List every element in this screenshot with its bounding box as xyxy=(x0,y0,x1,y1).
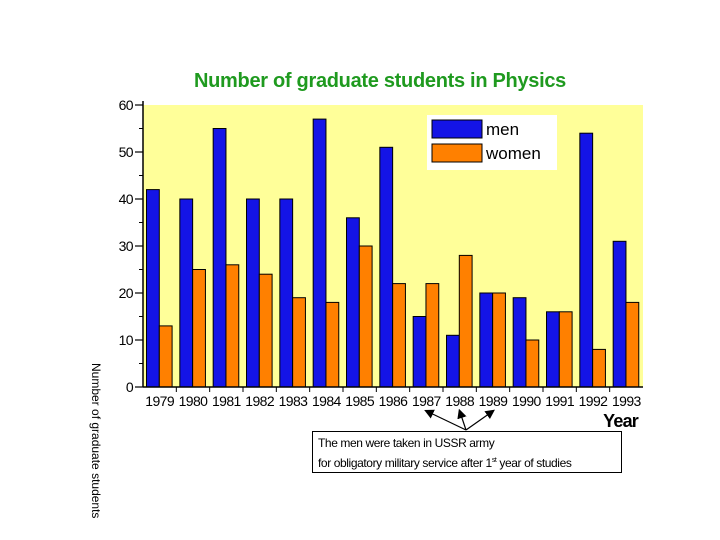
bar-women-1992 xyxy=(592,348,606,388)
x-tick-label-1987: 1987 xyxy=(412,393,442,409)
bar-women-1983 xyxy=(292,297,306,388)
bar-women-1986 xyxy=(392,283,406,388)
annotation-arrow-1988 xyxy=(457,408,467,431)
bar-men-1980 xyxy=(179,198,194,388)
x-tick-label-1988: 1988 xyxy=(445,393,475,409)
bar-women-1987 xyxy=(425,283,440,388)
bar-men-1990 xyxy=(512,297,527,388)
y-tick-label-10: 10 xyxy=(119,332,134,348)
y-tick-label-60: 60 xyxy=(119,97,134,113)
y-tick-label-20: 20 xyxy=(119,285,134,301)
x-tick-label-1990: 1990 xyxy=(512,393,542,409)
x-tick-label-1991: 1991 xyxy=(545,393,575,409)
bar-men-1982 xyxy=(246,198,260,388)
annotation-line-1: The men were taken in USSR army xyxy=(318,436,495,450)
annotation-arrow-1987 xyxy=(424,409,467,431)
x-tick-label-1980: 1980 xyxy=(179,393,209,409)
bar-men-1989 xyxy=(479,292,494,388)
bar-women-1985 xyxy=(358,245,373,388)
annotation-arrows xyxy=(424,408,495,431)
x-tick-label-1993: 1993 xyxy=(612,393,642,409)
bar-women-1982 xyxy=(258,273,273,388)
legend: men women xyxy=(427,115,557,170)
annotation-line-2: for obligatory military service after 1s… xyxy=(318,452,621,472)
bar-men-1984 xyxy=(312,118,327,388)
bar-women-1990 xyxy=(525,339,540,388)
bar-women-1984 xyxy=(325,301,340,388)
x-axis-label: Year xyxy=(603,411,639,431)
x-tick-label-1992: 1992 xyxy=(579,393,609,409)
bar-men-1985 xyxy=(346,217,360,388)
bar-women-1979 xyxy=(158,325,173,388)
bar-men-1979 xyxy=(146,189,160,388)
y-axis-label: Number of graduate students xyxy=(89,363,103,518)
x-tick-label-1983: 1983 xyxy=(279,393,309,409)
legend-label-men: men xyxy=(486,120,519,139)
annotation-line-2-pre: for obligatory military service after 1 xyxy=(318,456,492,470)
x-tick-label-1989: 1989 xyxy=(479,393,509,409)
bar-men-1992 xyxy=(579,132,594,388)
annotation-arrow-1989 xyxy=(465,409,495,431)
legend-label-women: women xyxy=(485,144,541,163)
x-tick-label-1979: 1979 xyxy=(145,393,175,409)
bar-women-1988 xyxy=(458,254,473,388)
x-tick-label-1982: 1982 xyxy=(245,393,275,409)
bar-women-1981 xyxy=(225,264,240,388)
y-tick-label-40: 40 xyxy=(119,191,134,207)
x-tick-label-1984: 1984 xyxy=(312,393,342,409)
annotation-line-2-post: year of studies xyxy=(496,456,572,470)
y-tick-label-50: 50 xyxy=(119,144,134,160)
y-tick-label-30: 30 xyxy=(119,238,134,254)
bar-men-1987 xyxy=(412,316,427,388)
bar-men-1981 xyxy=(212,128,227,388)
bar-women-1993 xyxy=(625,301,640,388)
x-tick-label-1981: 1981 xyxy=(212,393,242,409)
y-tick-label-0: 0 xyxy=(126,379,134,395)
bar-women-1991 xyxy=(558,311,573,388)
x-tick-label-1986: 1986 xyxy=(379,393,409,409)
bar-men-1988 xyxy=(446,334,460,388)
bar-men-1986 xyxy=(379,146,394,388)
bar-women-1980 xyxy=(192,269,206,388)
annotation-line-2-sup: st xyxy=(491,457,497,464)
chart-title: Number of graduate students in Physics xyxy=(193,70,566,92)
legend-swatch-women xyxy=(431,143,483,163)
x-tick-label-1985: 1985 xyxy=(345,393,375,409)
bars-group xyxy=(146,118,640,388)
bar-men-1991 xyxy=(546,311,560,388)
bar-men-1993 xyxy=(612,240,627,388)
bar-men-1983 xyxy=(279,198,294,388)
legend-swatch-men xyxy=(431,119,483,139)
bar-women-1989 xyxy=(492,292,506,388)
annotation-box: The men were taken in USSR army for obli… xyxy=(312,431,622,473)
